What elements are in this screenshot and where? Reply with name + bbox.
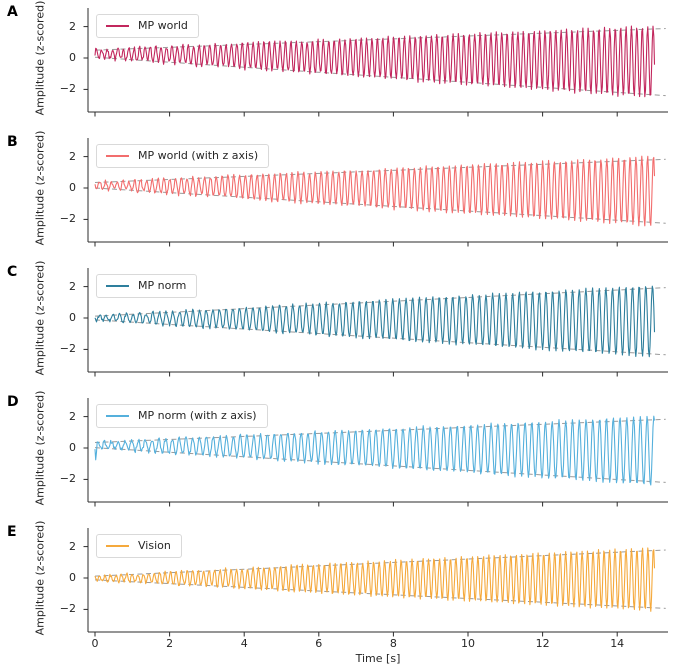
plot-svg-C <box>83 268 668 377</box>
y-axis-label: Amplitude (z-scored) <box>33 520 47 636</box>
panel-letter-E: E <box>7 524 17 540</box>
panel-letter-C: C <box>7 264 18 280</box>
envelope-upper-line <box>94 28 666 51</box>
x-tick-label: 6 <box>315 637 323 650</box>
envelope-lower-line <box>94 319 666 356</box>
y-tick-label: 2 <box>69 409 76 423</box>
envelope-upper-line <box>94 287 666 317</box>
y-axis-label: Amplitude (z-scored) <box>33 260 47 376</box>
x-tick-label: 2 <box>166 637 174 650</box>
plot-svg-A <box>83 8 668 117</box>
legend-line-sample <box>106 24 129 27</box>
x-tick-label: 14 <box>610 637 625 650</box>
envelope-upper-line <box>94 418 666 444</box>
x-tick-label: 8 <box>389 637 397 650</box>
y-tick-label: 0 <box>69 571 76 584</box>
x-tick-label: 12 <box>535 637 550 650</box>
y-axis-label: Amplitude (z-scored) <box>33 390 47 506</box>
envelope-upper-line <box>94 158 666 184</box>
y-tick-label: 2 <box>69 279 76 293</box>
legend-label: MP norm (with z axis) <box>138 409 257 422</box>
legend-label: MP world (with z axis) <box>138 149 259 162</box>
y-tick-label: 0 <box>69 441 76 454</box>
y-tick-label: 2 <box>69 19 76 33</box>
y-tick-label: −2 <box>59 342 76 356</box>
legend-line-sample <box>106 154 129 157</box>
legend-line-sample <box>106 414 129 417</box>
waveform-E <box>94 547 656 612</box>
y-tick-label: −2 <box>59 82 76 96</box>
plot-svg-D <box>83 398 668 507</box>
waveform-C <box>94 285 656 358</box>
plot-svg-E <box>83 528 668 637</box>
panel-letter-D: D <box>7 394 19 410</box>
legend-E: Vision <box>96 534 182 558</box>
y-tick-label: −2 <box>59 602 76 616</box>
y-tick-label: 2 <box>69 539 76 553</box>
waveform-A <box>94 25 656 98</box>
legend-label: Vision <box>138 539 171 552</box>
x-tick-label: 10 <box>461 637 475 650</box>
legend-label: MP world <box>138 19 188 32</box>
legend-B: MP world (with z axis) <box>96 144 270 168</box>
legend-A: MP world <box>96 14 199 38</box>
waveform-B <box>94 155 656 227</box>
y-tick-label: 0 <box>69 51 76 64</box>
y-tick-label: 0 <box>69 311 76 324</box>
y-tick-label: −2 <box>59 472 76 486</box>
x-axis-label: Time [s] <box>355 652 401 665</box>
panel-letter-B: B <box>7 134 18 150</box>
waveform-D <box>94 415 656 486</box>
legend-line-sample <box>106 544 129 547</box>
y-axis-label: Amplitude (z-scored) <box>33 0 47 116</box>
y-tick-label: 0 <box>69 181 76 194</box>
panel-letter-A: A <box>7 4 18 20</box>
legend-D: MP norm (with z axis) <box>96 404 268 428</box>
y-axis-label: Amplitude (z-scored) <box>33 130 47 246</box>
y-tick-label: −2 <box>59 212 76 226</box>
legend-label: MP norm <box>138 279 187 292</box>
plot-svg-B <box>83 138 668 247</box>
legend-line-sample <box>106 284 129 287</box>
envelope-lower-line <box>94 447 666 483</box>
x-tick-label: 0 <box>91 637 99 650</box>
y-tick-label: 2 <box>69 149 76 163</box>
x-tick-label: 4 <box>240 637 248 650</box>
legend-C: MP norm <box>96 274 198 298</box>
